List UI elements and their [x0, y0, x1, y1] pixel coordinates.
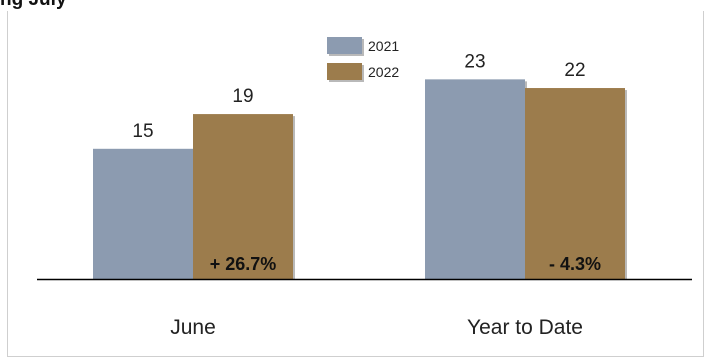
change-label: - 4.3% — [549, 254, 601, 274]
bar-2022-june — [193, 114, 293, 279]
change-label: + 26.7% — [210, 254, 277, 274]
header-fragment: ng July — [0, 0, 707, 11]
data-label: 15 — [132, 121, 153, 142]
legend-label: 2022 — [368, 64, 399, 80]
bar-2021-year-to-date — [425, 79, 525, 279]
data-label: 22 — [564, 60, 585, 81]
legend-label: 2021 — [368, 38, 399, 54]
legend: 2021 2022 — [327, 37, 399, 82]
x-tick-label: June — [170, 316, 216, 339]
legend-swatch-2021 — [327, 37, 362, 54]
header-fragment-text: ng July — [0, 0, 67, 11]
chart-frame — [7, 11, 704, 357]
bars-layer — [93, 79, 627, 279]
x-tick-label: Year to Date — [467, 316, 583, 339]
bar-2022-year-to-date — [525, 88, 625, 279]
data-label: 19 — [232, 86, 253, 107]
bar-2021-june — [93, 148, 193, 279]
legend-swatch-2022 — [327, 63, 362, 80]
labels-layer: 15 19 June + 26.7% 23 22 Year to Date - 4.3% — [132, 51, 601, 339]
data-label: 23 — [464, 51, 485, 72]
